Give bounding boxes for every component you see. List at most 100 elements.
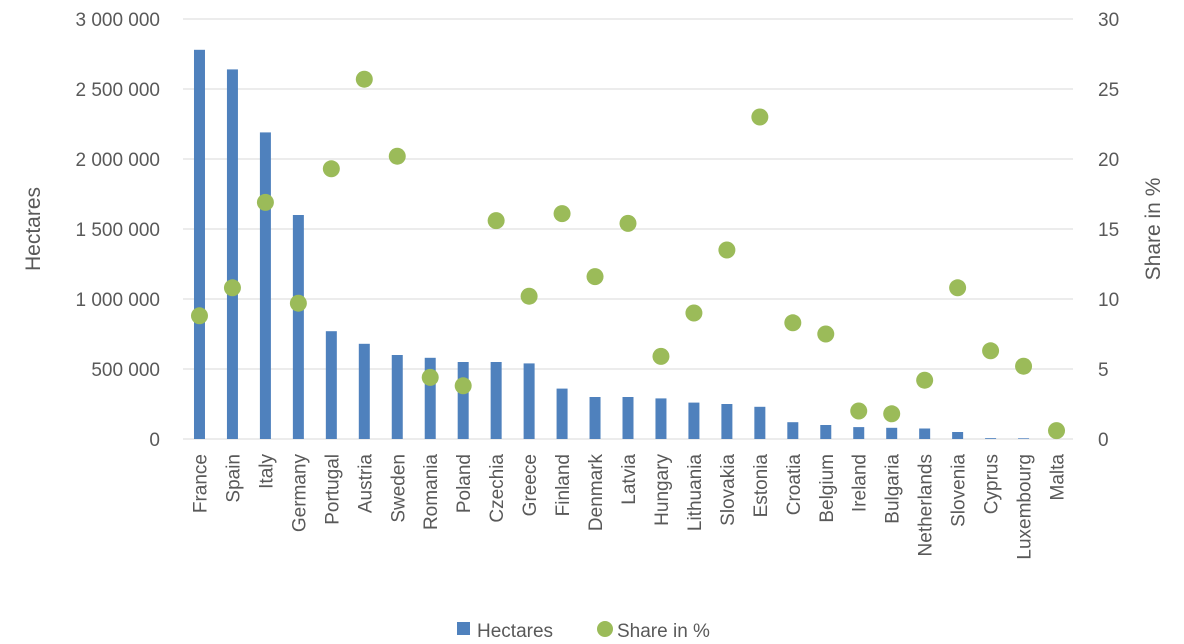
point-germany	[289, 294, 307, 312]
bar-luxembourg	[1018, 438, 1030, 439]
point-netherlands	[916, 371, 934, 389]
legend-swatch-hectares	[457, 622, 470, 635]
category-label: Sweden	[388, 454, 409, 523]
bar-greece	[523, 363, 535, 439]
point-latvia	[619, 214, 637, 232]
category-label: Bulgaria	[883, 454, 904, 524]
bar-spain	[226, 69, 238, 440]
bar-slovenia	[952, 432, 964, 439]
right-tick-label: 0	[1098, 430, 1109, 451]
left-tick-label: 2 500 000	[75, 80, 160, 101]
category-label: Greece	[520, 454, 541, 516]
left-axis-label: Hectares	[22, 187, 45, 271]
point-poland	[454, 377, 472, 395]
point-cyprus	[982, 342, 1000, 360]
bar-czechia	[490, 362, 502, 439]
bar-slovakia	[721, 404, 733, 439]
category-axis-labels: France Spain Italy Germany Portugal Austria Sw…	[190, 454, 1068, 560]
bar-portugal	[325, 331, 337, 439]
legend-label-share: Share in %	[617, 621, 710, 642]
bar-croatia	[787, 422, 799, 439]
left-tick-label: 1 500 000	[75, 220, 160, 241]
right-tick-label: 15	[1098, 220, 1119, 241]
point-bulgaria	[883, 405, 901, 423]
category-label: Finland	[553, 454, 574, 516]
right-axis-label: Share in %	[1142, 178, 1165, 281]
left-tick-label: 500 000	[91, 360, 160, 381]
point-greece	[520, 287, 538, 305]
category-label: Estonia	[751, 454, 772, 518]
category-label: Ireland	[850, 454, 871, 512]
bar-estonia	[754, 406, 766, 439]
category-label: Belgium	[817, 454, 838, 523]
point-belgium	[817, 325, 835, 343]
legend: Hectares Share in %	[457, 621, 710, 642]
bar-romania	[424, 357, 436, 439]
bar-series-hectares	[193, 49, 1030, 440]
point-denmark	[586, 268, 604, 286]
point-czechia	[487, 212, 505, 230]
point-hungary	[652, 347, 670, 365]
category-label: Croatia	[784, 454, 805, 516]
bar-italy	[259, 132, 271, 439]
bar-bulgaria	[886, 427, 898, 439]
bar-germany	[292, 215, 304, 439]
category-label: Cyprus	[982, 454, 1003, 514]
right-tick-label: 10	[1098, 290, 1119, 311]
bar-austria	[358, 343, 370, 439]
category-label: France	[190, 454, 211, 513]
category-label: Portugal	[322, 454, 343, 525]
point-spain	[223, 279, 241, 297]
point-lithuania	[685, 304, 703, 322]
point-sweden	[388, 147, 406, 165]
left-tick-label: 1 000 000	[75, 290, 160, 311]
left-tick-label: 3 000 000	[75, 10, 160, 31]
point-romania	[421, 368, 439, 386]
point-croatia	[784, 314, 802, 332]
category-label: Latvia	[619, 454, 640, 505]
legend-label-hectares: Hectares	[477, 621, 553, 642]
bar-cyprus	[985, 438, 997, 439]
category-label: Slovakia	[718, 454, 739, 526]
point-ireland	[850, 402, 868, 420]
category-label: Romania	[421, 454, 442, 530]
category-label: Austria	[355, 454, 376, 514]
right-axis-ticks: 0 5 10 15 20 25 30	[1098, 10, 1119, 451]
bar-poland	[457, 362, 469, 439]
right-tick-label: 30	[1098, 10, 1119, 31]
bar-ireland	[853, 427, 865, 439]
right-tick-label: 5	[1098, 360, 1109, 381]
bar-netherlands	[919, 428, 931, 439]
bar-belgium	[820, 425, 832, 439]
left-tick-label: 2 000 000	[75, 150, 160, 171]
category-label: Denmark	[586, 454, 607, 532]
bar-denmark	[589, 397, 601, 439]
right-tick-label: 25	[1098, 80, 1119, 101]
category-label: Poland	[454, 454, 475, 513]
category-label: Slovenia	[949, 454, 970, 527]
category-label: Hungary	[652, 454, 673, 526]
point-italy	[256, 193, 274, 211]
bar-sweden	[391, 355, 403, 439]
point-france	[190, 307, 208, 325]
point-portugal	[322, 160, 340, 178]
category-label: Czechia	[487, 454, 508, 523]
bar-hungary	[655, 398, 667, 439]
category-label: Malta	[1048, 454, 1069, 501]
point-estonia	[751, 108, 769, 126]
left-axis-ticks: 0 500 000 1 000 000 1 500 000 2 000 000 2 500…	[75, 10, 160, 451]
point-malta	[1048, 422, 1066, 440]
point-slovakia	[718, 241, 736, 259]
scatter-series-share	[190, 70, 1066, 440]
category-label: Italy	[256, 454, 277, 489]
category-label: Lithuania	[685, 454, 706, 532]
category-label: Germany	[289, 454, 310, 533]
category-label: Spain	[223, 454, 244, 503]
right-tick-label: 20	[1098, 150, 1119, 171]
bar-latvia	[622, 397, 634, 439]
left-tick-label: 0	[149, 430, 160, 451]
point-luxembourg	[1015, 357, 1033, 375]
bar-lithuania	[688, 402, 700, 439]
point-slovenia	[949, 279, 967, 297]
